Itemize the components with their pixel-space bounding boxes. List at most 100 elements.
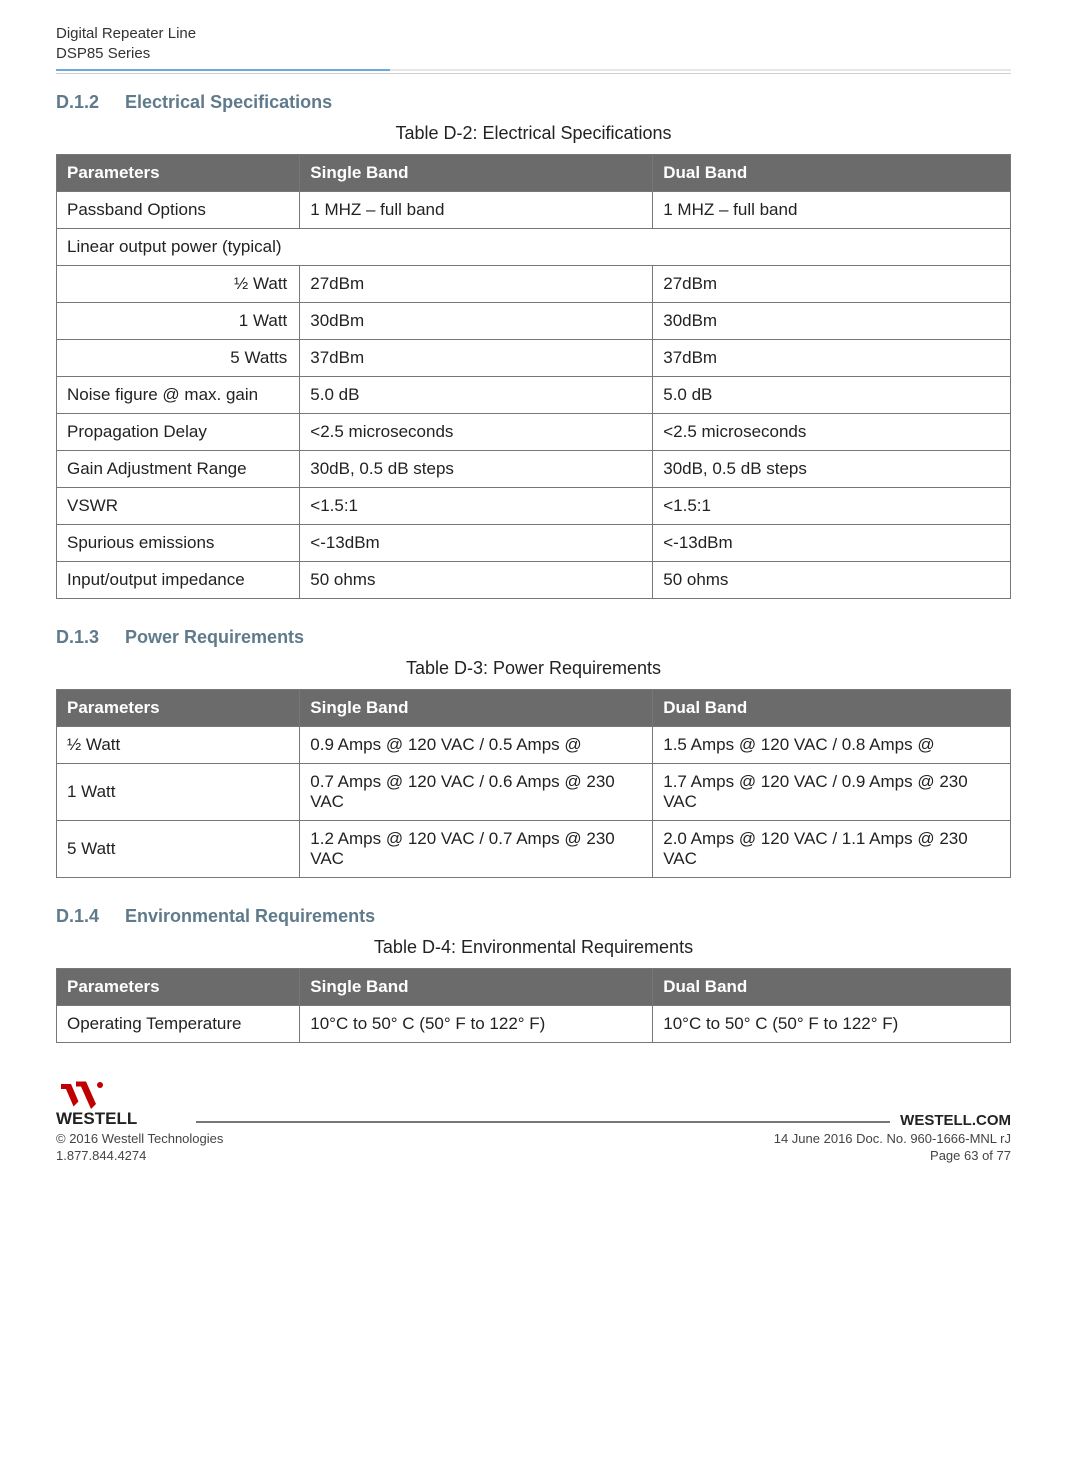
cell-param: Input/output impedance	[57, 562, 300, 599]
cell-param: Gain Adjustment Range	[57, 451, 300, 488]
cell-single: 10°C to 50° C (50° F to 122° F)	[300, 1006, 653, 1043]
header-rule-secondary	[56, 73, 1011, 74]
cell-dual: 2.0 Amps @ 120 VAC / 1.1 Amps @ 230 VAC	[653, 821, 1011, 878]
cell-dual: 5.0 dB	[653, 377, 1011, 414]
header-rule-accent	[56, 69, 1011, 71]
table-row: ½ Watt 27dBm 27dBm	[57, 266, 1011, 303]
cell-single: 37dBm	[300, 340, 653, 377]
cell-single: 1.2 Amps @ 120 VAC / 0.7 Amps @ 230 VAC	[300, 821, 653, 878]
doc-header: Digital Repeater Line DSP85 Series	[56, 24, 1011, 63]
cell-param: Operating Temperature	[57, 1006, 300, 1043]
cell-single: <2.5 microseconds	[300, 414, 653, 451]
table-row: Gain Adjustment Range 30dB, 0.5 dB steps…	[57, 451, 1011, 488]
table-power-requirements: Parameters Single Band Dual Band ½ Watt …	[56, 689, 1011, 878]
section-number: D.1.4	[56, 906, 120, 927]
section-heading-electrical: D.1.2 Electrical Specifications	[56, 92, 1011, 113]
cell-single: 0.9 Amps @ 120 VAC / 0.5 Amps @	[300, 727, 653, 764]
cell-span: Linear output power (typical)	[57, 229, 1011, 266]
cell-param: Passband Options	[57, 192, 300, 229]
col-header-dual-band: Dual Band	[653, 155, 1011, 192]
table-row: 1 Watt 0.7 Amps @ 120 VAC / 0.6 Amps @ 2…	[57, 764, 1011, 821]
cell-single: <-13dBm	[300, 525, 653, 562]
table-row: Input/output impedance 50 ohms 50 ohms	[57, 562, 1011, 599]
section-title: Environmental Requirements	[125, 906, 375, 926]
cell-param: ½ Watt	[57, 727, 300, 764]
cell-single: 0.7 Amps @ 120 VAC / 0.6 Amps @ 230 VAC	[300, 764, 653, 821]
cell-param: 5 Watts	[57, 340, 300, 377]
footer-phone: 1.877.844.4274	[56, 1148, 146, 1163]
cell-dual: 1.5 Amps @ 120 VAC / 0.8 Amps @	[653, 727, 1011, 764]
cell-param: VSWR	[57, 488, 300, 525]
table-row-span: Linear output power (typical)	[57, 229, 1011, 266]
table-row: Spurious emissions <-13dBm <-13dBm	[57, 525, 1011, 562]
cell-param: Spurious emissions	[57, 525, 300, 562]
cell-single: 30dBm	[300, 303, 653, 340]
cell-single: 30dB, 0.5 dB steps	[300, 451, 653, 488]
footer-doc-date: 14 June 2016 Doc. No. 960-1666-MNL rJ	[774, 1131, 1011, 1146]
westell-logo: WESTELL	[56, 1079, 186, 1129]
cell-param: 1 Watt	[57, 764, 300, 821]
footer-rule	[196, 1121, 890, 1123]
footer-copyright: © 2016 Westell Technologies	[56, 1131, 223, 1146]
cell-single: 50 ohms	[300, 562, 653, 599]
col-header-single-band: Single Band	[300, 690, 653, 727]
col-header-parameters: Parameters	[57, 969, 300, 1006]
cell-param: Noise figure @ max. gain	[57, 377, 300, 414]
cell-single: 5.0 dB	[300, 377, 653, 414]
cell-dual: 30dB, 0.5 dB steps	[653, 451, 1011, 488]
page-footer: WESTELL WESTELL.COM © 2016 Westell Techn…	[56, 1079, 1011, 1163]
section-title: Electrical Specifications	[125, 92, 332, 112]
table-row: VSWR <1.5:1 <1.5:1	[57, 488, 1011, 525]
footer-line-2: © 2016 Westell Technologies 14 June 2016…	[56, 1131, 1011, 1146]
cell-dual: 10°C to 50° C (50° F to 122° F)	[653, 1006, 1011, 1043]
section-number: D.1.2	[56, 92, 120, 113]
cell-single: 27dBm	[300, 266, 653, 303]
section-number: D.1.3	[56, 627, 120, 648]
table-caption-d4: Table D-4: Environmental Requirements	[56, 937, 1011, 958]
section-heading-power: D.1.3 Power Requirements	[56, 627, 1011, 648]
section-title: Power Requirements	[125, 627, 304, 647]
table-header-row: Parameters Single Band Dual Band	[57, 969, 1011, 1006]
cell-dual: 1 MHZ – full band	[653, 192, 1011, 229]
cell-dual: <-13dBm	[653, 525, 1011, 562]
table-row: 5 Watts 37dBm 37dBm	[57, 340, 1011, 377]
col-header-dual-band: Dual Band	[653, 690, 1011, 727]
footer-top-row: WESTELL WESTELL.COM	[56, 1079, 1011, 1129]
doc-header-line2: DSP85 Series	[56, 44, 1011, 64]
westell-logo-icon: WESTELL	[56, 1079, 186, 1129]
cell-dual: 27dBm	[653, 266, 1011, 303]
section-heading-environmental: D.1.4 Environmental Requirements	[56, 906, 1011, 927]
cell-param: 5 Watt	[57, 821, 300, 878]
table-row: Noise figure @ max. gain 5.0 dB 5.0 dB	[57, 377, 1011, 414]
cell-dual: <2.5 microseconds	[653, 414, 1011, 451]
table-caption-d2: Table D-2: Electrical Specifications	[56, 123, 1011, 144]
table-row: Passband Options 1 MHZ – full band 1 MHZ…	[57, 192, 1011, 229]
cell-dual: 50 ohms	[653, 562, 1011, 599]
cell-param: 1 Watt	[57, 303, 300, 340]
footer-brand-site: WESTELL.COM	[900, 1112, 1011, 1129]
footer-page: Page 63 of 77	[930, 1148, 1011, 1163]
col-header-single-band: Single Band	[300, 969, 653, 1006]
table-header-row: Parameters Single Band Dual Band	[57, 690, 1011, 727]
col-header-parameters: Parameters	[57, 690, 300, 727]
table-row: Propagation Delay <2.5 microseconds <2.5…	[57, 414, 1011, 451]
cell-dual: 37dBm	[653, 340, 1011, 377]
cell-single: <1.5:1	[300, 488, 653, 525]
cell-dual: 1.7 Amps @ 120 VAC / 0.9 Amps @ 230 VAC	[653, 764, 1011, 821]
cell-single: 1 MHZ – full band	[300, 192, 653, 229]
table-electrical-specs: Parameters Single Band Dual Band Passban…	[56, 154, 1011, 599]
table-row: 5 Watt 1.2 Amps @ 120 VAC / 0.7 Amps @ 2…	[57, 821, 1011, 878]
table-caption-d3: Table D-3: Power Requirements	[56, 658, 1011, 679]
col-header-single-band: Single Band	[300, 155, 653, 192]
svg-text:WESTELL: WESTELL	[56, 1109, 137, 1128]
table-environmental-requirements: Parameters Single Band Dual Band Operati…	[56, 968, 1011, 1043]
cell-dual: <1.5:1	[653, 488, 1011, 525]
cell-dual: 30dBm	[653, 303, 1011, 340]
col-header-parameters: Parameters	[57, 155, 300, 192]
cell-param: ½ Watt	[57, 266, 300, 303]
table-header-row: Parameters Single Band Dual Band	[57, 155, 1011, 192]
col-header-dual-band: Dual Band	[653, 969, 1011, 1006]
table-row: 1 Watt 30dBm 30dBm	[57, 303, 1011, 340]
table-row: Operating Temperature 10°C to 50° C (50°…	[57, 1006, 1011, 1043]
doc-header-line1: Digital Repeater Line	[56, 24, 1011, 44]
